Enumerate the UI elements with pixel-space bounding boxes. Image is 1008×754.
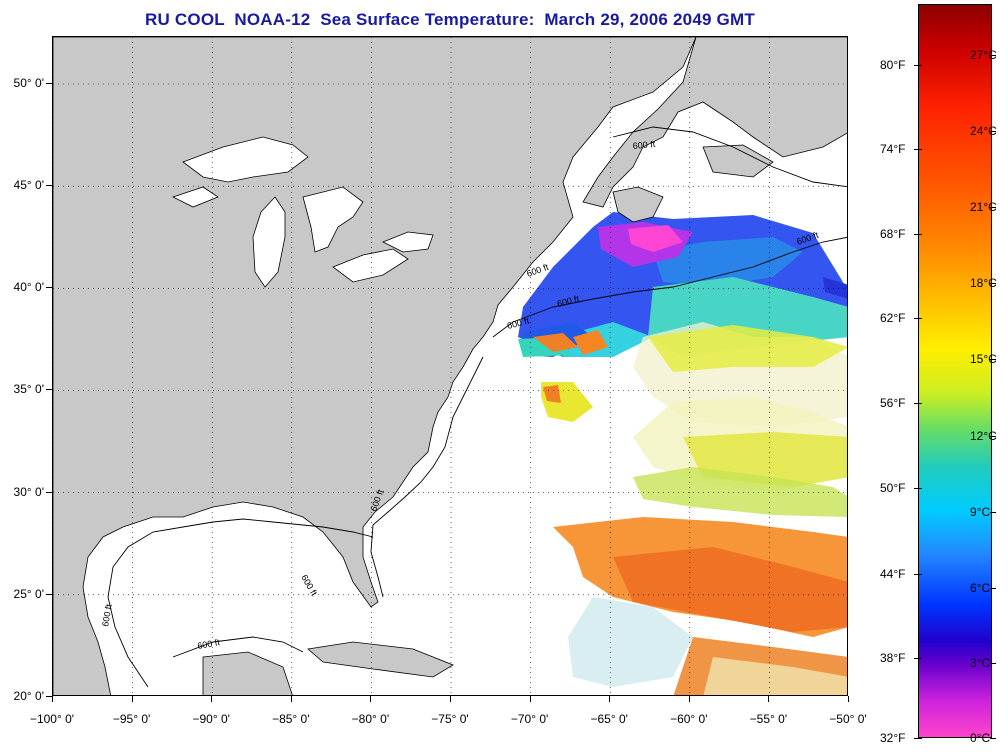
- map-title: RU COOL NOAA-12 Sea Surface Temperature:…: [145, 10, 755, 29]
- latitude-tick: [46, 696, 52, 697]
- contour-label: 600 ft: [197, 637, 221, 651]
- colorbar-tick: [990, 511, 996, 513]
- longitude-tick: [768, 696, 770, 702]
- colorbar-tick: [914, 233, 922, 235]
- colorbar-fahrenheit-label: 50°F: [880, 481, 906, 496]
- latitude-tick: [46, 389, 52, 391]
- isobath-600ft: [107, 126, 847, 688]
- longitude-tick: [609, 696, 611, 702]
- colorbar-celsius-label: 9°C: [970, 504, 991, 519]
- longitude-tick: [52, 696, 53, 702]
- latitude-tick: [46, 287, 52, 289]
- colorbar-fahrenheit-label: 80°F: [880, 57, 906, 72]
- latitude-tick: [46, 185, 52, 187]
- longitude-label: −55° 0': [749, 712, 788, 726]
- colorbar-tick: [914, 149, 922, 151]
- colorbar-fahrenheit-label: 32°F: [880, 731, 906, 745]
- lakes-layer: [171, 136, 434, 288]
- colorbar-celsius-label: 18°C: [970, 275, 997, 290]
- longitude-tick: [450, 696, 451, 702]
- colorbar-tick: [990, 738, 996, 739]
- colorbar-tick: [990, 207, 996, 209]
- colorbar-fahrenheit-label: 56°F: [880, 396, 906, 411]
- colorbar-fahrenheit-label: 62°F: [880, 311, 906, 326]
- colorbar-tick: [914, 488, 922, 490]
- colorbar-fahrenheit-label: 38°F: [880, 650, 906, 665]
- latitude-tick: [46, 82, 52, 84]
- colorbar-celsius-label: 27°C: [970, 48, 997, 63]
- latitude-label: 45° 0': [13, 178, 44, 193]
- temperature-colorbar: [918, 4, 992, 738]
- latitude-label: 35° 0': [13, 382, 44, 397]
- longitude-label: −95° 0': [112, 712, 151, 726]
- colorbar-tick: [914, 573, 922, 575]
- colorbar-celsius-label: 24°C: [970, 123, 997, 138]
- longitude-label: −60° 0': [670, 712, 708, 726]
- colorbar-fahrenheit-label: 74°F: [880, 142, 906, 157]
- latitude-tick: [46, 593, 52, 595]
- contour-label: 600 ft: [299, 573, 319, 598]
- latitude-label: 20° 0': [13, 689, 44, 703]
- latitude-label: 50° 0': [13, 75, 44, 90]
- longitude-label: −90° 0': [192, 712, 230, 726]
- longitude-tick: [529, 696, 531, 702]
- colorbar-celsius-label: 6°C: [970, 580, 991, 595]
- colorbar-tick: [990, 359, 996, 361]
- longitude-label: −85° 0': [272, 712, 310, 726]
- colorbar-celsius-label: 12°C: [970, 428, 997, 443]
- colorbar-tick: [914, 738, 922, 739]
- colorbar-tick: [914, 318, 922, 320]
- longitude-label: −65° 0': [590, 712, 628, 726]
- colorbar-tick: [990, 587, 996, 589]
- colorbar-celsius-label: 0°C: [970, 731, 991, 745]
- grid-lines: [53, 37, 847, 695]
- colorbar-celsius-label: 15°C: [970, 352, 997, 367]
- latitude-tick: [46, 491, 52, 493]
- longitude-label: −80° 0': [351, 712, 390, 726]
- colorbar-fahrenheit-label: 44°F: [880, 566, 906, 581]
- contour-label: 600 ft: [100, 603, 114, 627]
- colorbar-tick: [914, 657, 922, 659]
- latitude-label: 30° 0': [13, 484, 44, 499]
- sst-data-layer: [518, 212, 847, 695]
- colorbar-tick: [990, 130, 996, 132]
- colorbar-tick: [914, 403, 922, 405]
- longitude-tick: [211, 696, 213, 702]
- colorbar-tick: [990, 663, 996, 665]
- longitude-label: −75° 0': [431, 712, 469, 726]
- longitude-label: −50° 0': [829, 712, 867, 726]
- colorbar-tick: [990, 282, 996, 284]
- sst-map: 600 ft 600 ft 600 ft 600 ft 600 ft 600 f…: [52, 36, 848, 696]
- longitude-label: −70° 0': [510, 712, 549, 726]
- latitude-label: 40° 0': [13, 280, 44, 295]
- longitude-tick: [131, 696, 133, 702]
- latitude-label: 25° 0': [13, 586, 44, 601]
- longitude-tick: [290, 696, 292, 702]
- colorbar-celsius-label: 21°C: [970, 200, 997, 215]
- sst-map-canvas: 600 ft 600 ft 600 ft 600 ft 600 ft 600 f…: [53, 37, 847, 695]
- colorbar-tick: [990, 55, 996, 57]
- longitude-tick: [370, 696, 372, 702]
- longitude-label: −100° 0': [29, 712, 75, 726]
- land-layer: [53, 37, 847, 695]
- colorbar-celsius-label: 3°C: [970, 656, 991, 671]
- longitude-tick: [848, 696, 849, 702]
- longitude-tick: [688, 696, 690, 702]
- colorbar-fahrenheit-label: 68°F: [880, 226, 906, 241]
- contour-label: 600 ft: [632, 139, 656, 151]
- colorbar-tick: [990, 435, 996, 437]
- colorbar-tick: [914, 64, 922, 66]
